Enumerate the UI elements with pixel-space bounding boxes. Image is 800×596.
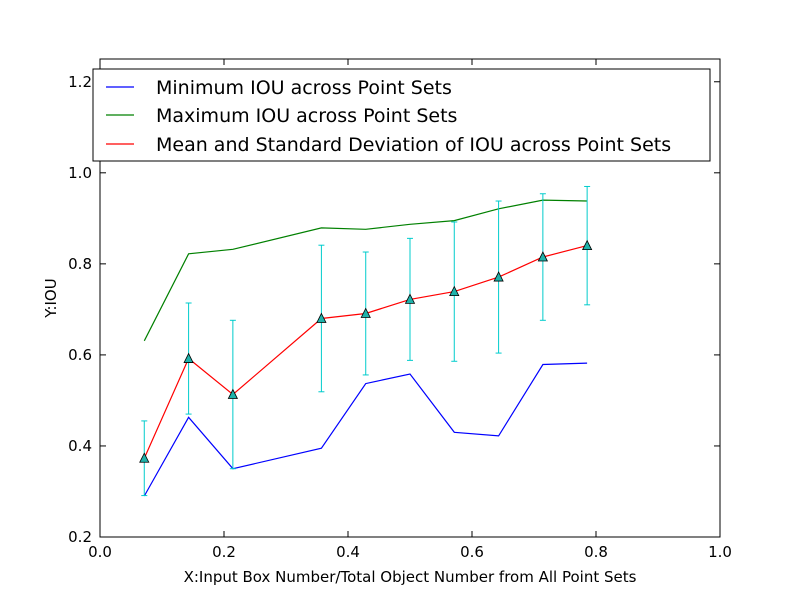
y-tick-label: 0.2 — [68, 528, 92, 546]
tick-layer: 0.0 0.2 0.4 0.6 0.8 1.00.20.40.60.81.01.2 — [68, 59, 732, 561]
y-tick-label: 0.4 — [68, 437, 92, 455]
mean-marker — [139, 452, 150, 463]
mean-marker — [360, 307, 371, 318]
y-tick-label: 0.8 — [68, 255, 92, 273]
plot-frame — [99, 58, 721, 538]
min-iou-line — [143, 362, 588, 497]
mean-marker — [449, 285, 460, 297]
legend: Minimum IOU across Point Sets Maximum IO… — [92, 68, 711, 162]
y-tick-label: 1.0 — [68, 164, 92, 182]
x-tick-label: 0.8 — [584, 543, 608, 561]
mean-iou-line — [143, 245, 588, 459]
mean-marker — [404, 293, 416, 304]
legend-label-min: Minimum IOU across Point Sets — [156, 77, 452, 99]
mean-marker — [227, 388, 239, 399]
mean-marker — [316, 312, 327, 323]
y-tick-label: 1.2 — [68, 73, 92, 91]
mean-marker — [581, 239, 593, 251]
series-layer — [139, 185, 593, 497]
legend-box — [92, 68, 711, 162]
mean-marker — [537, 251, 549, 262]
y-tick-label: 0.6 — [68, 346, 92, 364]
legend-label-max: Maximum IOU across Point Sets — [156, 105, 457, 127]
mean-marker — [493, 271, 504, 282]
x-tick-label: 1.0 — [708, 543, 732, 561]
x-axis-label: X:Input Box Number/Total Object Number f… — [184, 568, 637, 586]
x-tick-label: 0.4 — [336, 543, 360, 561]
legend-label-mean: Mean and Standard Deviation of IOU acros… — [156, 134, 671, 156]
max-iou-line — [143, 199, 588, 342]
x-tick-label: 0.0 — [88, 543, 112, 561]
y-axis-label: Y:IOU — [42, 278, 60, 318]
x-tick-label: 0.6 — [460, 543, 484, 561]
mean-marker — [183, 352, 194, 363]
x-tick-label: 0.2 — [212, 543, 236, 561]
